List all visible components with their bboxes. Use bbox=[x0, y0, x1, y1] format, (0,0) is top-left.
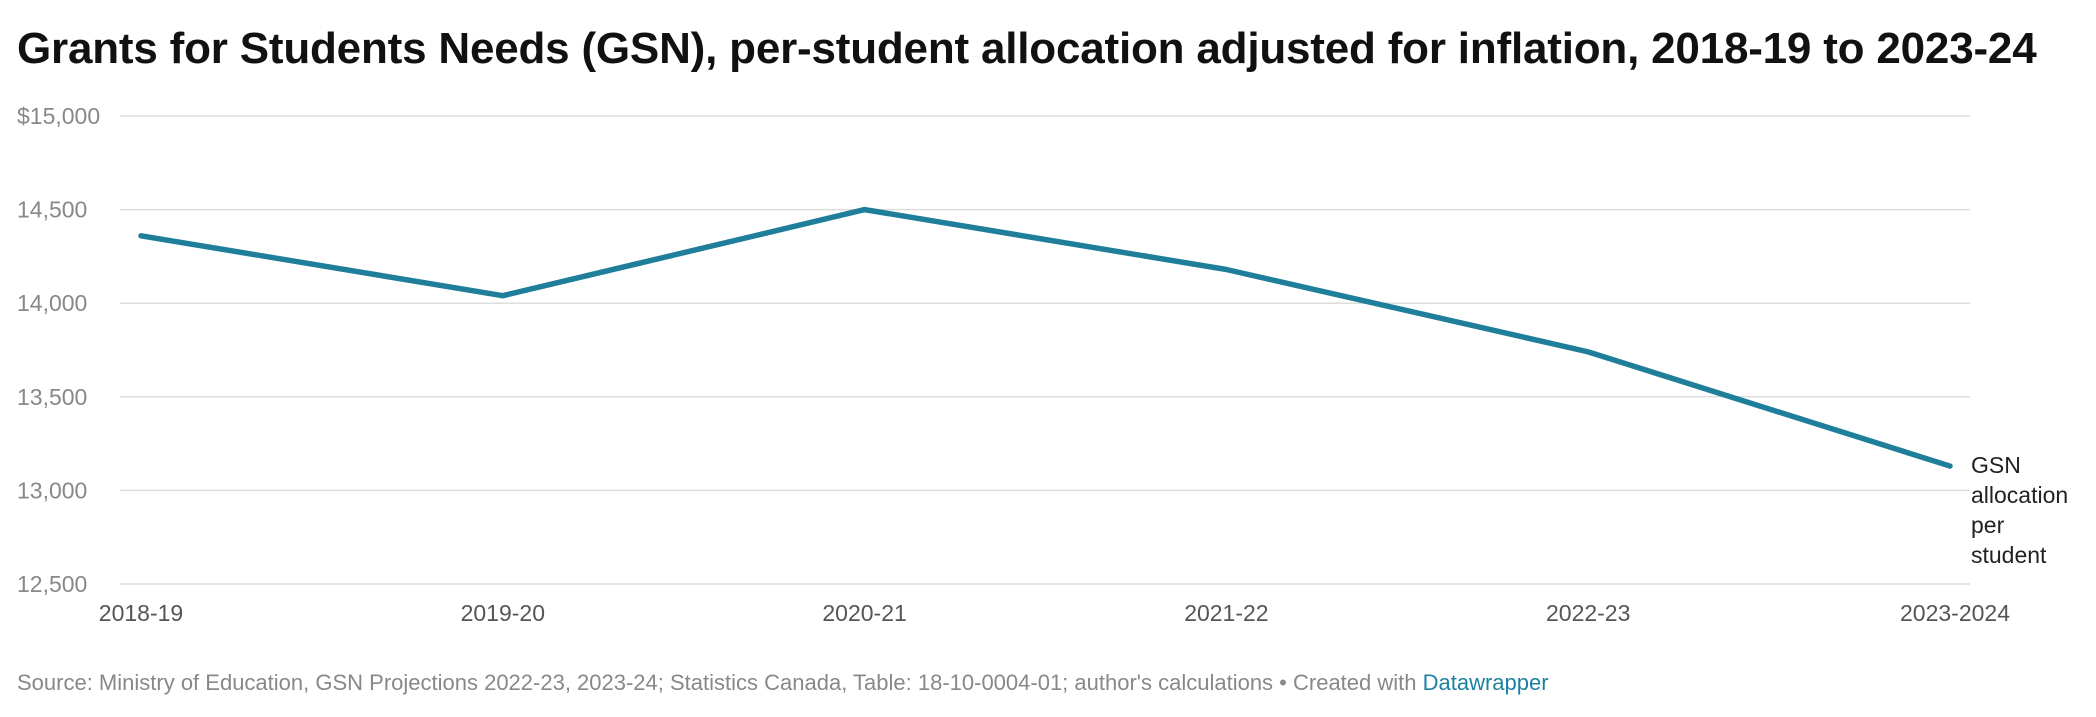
chart-title: Grants for Students Needs (GSN), per-stu… bbox=[17, 24, 2037, 73]
y-tick-label: $15,000 bbox=[17, 103, 100, 129]
created-with-text: Created with bbox=[1293, 670, 1423, 695]
series-labels: GSN allocation per student bbox=[1971, 452, 2068, 568]
x-tick-label: 2020-21 bbox=[822, 600, 906, 626]
footer-separator: • bbox=[1273, 670, 1293, 695]
y-tick-label: 12,500 bbox=[17, 571, 87, 597]
gridlines bbox=[120, 115, 1970, 585]
x-tick-label: 2019-20 bbox=[461, 600, 545, 626]
line-chart: 12,500 13,000 13,500 14,000 14,500 $15,000 20… bbox=[17, 103, 2068, 626]
x-tick-label: 2022-23 bbox=[1546, 600, 1630, 626]
series-label-line: GSN bbox=[1971, 452, 2021, 478]
series-label-line: student bbox=[1971, 542, 2047, 568]
x-axis-tick-labels: 2018-19 2019-20 2020-21 2021-22 2022-23 2023-… bbox=[99, 600, 2010, 626]
chart-footer: Source: Ministry of Education, GSN Proje… bbox=[17, 670, 1549, 696]
x-tick-label: 2018-19 bbox=[99, 600, 183, 626]
series-end-label: GSN allocation per student bbox=[1971, 452, 2068, 568]
y-tick-label: 14,000 bbox=[17, 290, 87, 316]
y-tick-label: 13,500 bbox=[17, 384, 87, 410]
y-axis-tick-labels: 12,500 13,000 13,500 14,000 14,500 $15,000 bbox=[17, 103, 100, 597]
series-label-line: per bbox=[1971, 512, 2005, 538]
series-line bbox=[138, 206, 1953, 469]
x-tick-label: 2021-22 bbox=[1184, 600, 1268, 626]
source-note: Source: Ministry of Education, GSN Proje… bbox=[17, 670, 1274, 695]
datawrapper-link[interactable]: Datawrapper bbox=[1422, 670, 1549, 695]
x-tick-label: 2023-2024 bbox=[1900, 600, 2010, 626]
y-tick-label: 14,500 bbox=[17, 197, 87, 223]
y-tick-label: 13,000 bbox=[17, 477, 87, 503]
series-lines bbox=[138, 206, 1953, 469]
series-label-line: allocation bbox=[1971, 482, 2068, 508]
